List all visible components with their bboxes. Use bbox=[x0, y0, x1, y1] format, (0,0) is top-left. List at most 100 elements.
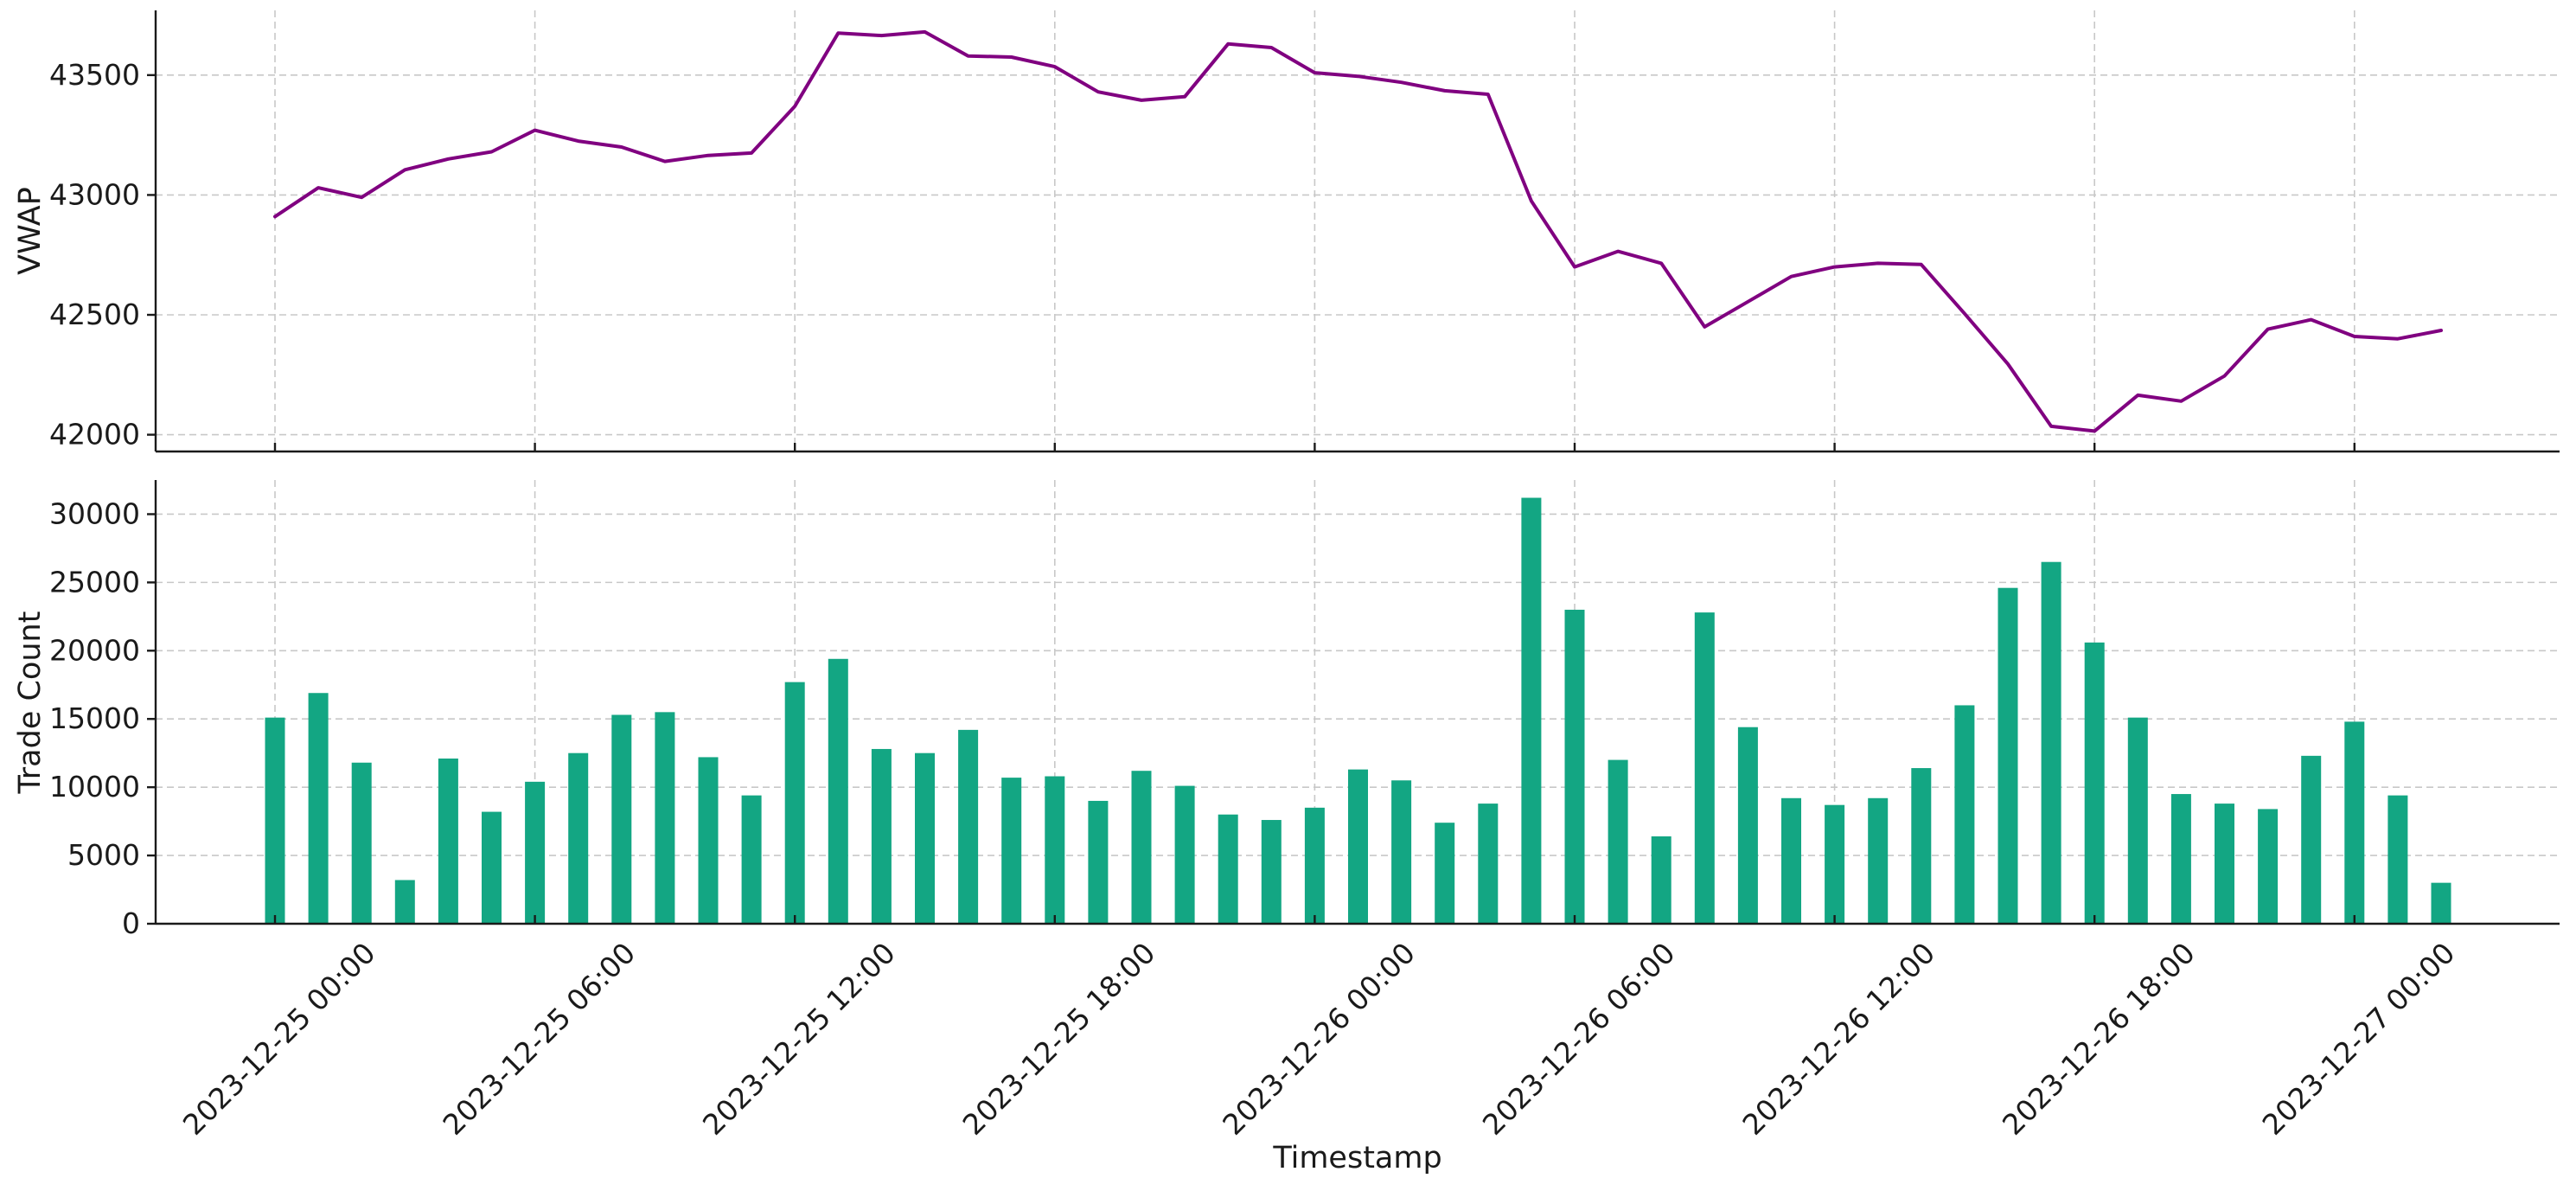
trade-count-bar bbox=[568, 752, 589, 924]
vwap-point bbox=[2396, 337, 2400, 341]
vwap-ytick-label: 42000 bbox=[49, 418, 140, 451]
trade-count-bar bbox=[2127, 717, 2148, 924]
vwap-point bbox=[620, 145, 623, 149]
vwap-point bbox=[1226, 42, 1230, 46]
vwap-point bbox=[1790, 275, 1793, 279]
vwap-point bbox=[360, 195, 363, 199]
trade-count-bar bbox=[438, 759, 458, 924]
vwap-point bbox=[1833, 266, 1837, 269]
vwap-point bbox=[2223, 375, 2227, 378]
trade-count-bar bbox=[2170, 794, 2191, 924]
trade-count-ytick-label: 25000 bbox=[49, 565, 140, 599]
trade-count-bar bbox=[1478, 804, 1499, 924]
vwap-point bbox=[663, 160, 667, 163]
trade-count-bar bbox=[2431, 882, 2451, 924]
vwap-point bbox=[2179, 400, 2183, 403]
vwap-point bbox=[793, 105, 796, 108]
trade-count-bar bbox=[1781, 797, 1801, 924]
trade-count-bar bbox=[1088, 800, 1109, 924]
trade-count-bar bbox=[958, 729, 979, 924]
trade-count-bar bbox=[2084, 642, 2105, 924]
vwap-point bbox=[836, 31, 840, 35]
vwap-point bbox=[577, 139, 580, 143]
trade-count-bar bbox=[655, 712, 675, 924]
vwap-point bbox=[879, 34, 883, 37]
vwap-point bbox=[534, 129, 537, 132]
trade-count-ytick-label: 10000 bbox=[49, 770, 140, 804]
vwap-panel: 42000 42500 43000 43500 bbox=[49, 10, 2560, 453]
trade-count-bar bbox=[1391, 780, 1412, 924]
trade-count-bar bbox=[1737, 727, 1758, 924]
vwap-point bbox=[1183, 95, 1186, 99]
vwap-series-line bbox=[273, 29, 2443, 433]
trade-count-bar bbox=[611, 714, 632, 924]
vwap-point bbox=[1400, 80, 1403, 84]
trade-count-bar bbox=[1651, 836, 1672, 924]
vwap-point bbox=[967, 54, 970, 58]
vwap-point bbox=[403, 168, 406, 171]
trade-count-bar bbox=[1911, 768, 1932, 924]
timestamp-xtick-label: 2023-12-27 00:00 bbox=[2256, 936, 2462, 1142]
trade-count-bar bbox=[1131, 771, 1152, 924]
timestamp-xtick-label: 2023-12-26 18:00 bbox=[1996, 936, 2202, 1142]
vwap-point bbox=[1140, 99, 1143, 102]
trade-count-bar bbox=[1998, 587, 2018, 924]
vwap-point bbox=[316, 186, 320, 189]
vwap-point bbox=[2136, 394, 2139, 397]
trade-count-bar bbox=[871, 748, 892, 924]
vwap-point bbox=[2006, 362, 2010, 366]
trade-count-bar bbox=[1825, 804, 1845, 924]
timestamp-xtick-label: 2023-12-26 06:00 bbox=[1476, 936, 1682, 1142]
trade-count-bar bbox=[265, 717, 285, 924]
trade-count-bar bbox=[1304, 807, 1325, 924]
vwap-point bbox=[1573, 266, 1576, 269]
vwap-point bbox=[1269, 46, 1273, 49]
vwap-point bbox=[1876, 261, 1880, 265]
trade-count-ytick-label: 0 bbox=[122, 906, 140, 940]
timestamp-axis-label: Timestamp bbox=[1272, 1141, 1441, 1175]
trade-count-bar bbox=[1435, 823, 1455, 924]
trade-count-axis-label: Trade Count bbox=[13, 612, 48, 795]
vwap-point bbox=[1096, 90, 1100, 93]
vwap-point bbox=[2093, 429, 2096, 432]
trade-count-bar bbox=[1001, 778, 1022, 924]
vwap-axis-label: VWAP bbox=[13, 187, 48, 275]
vwap-point bbox=[1963, 312, 1966, 316]
trade-count-bar bbox=[2301, 755, 2322, 924]
trade-count-bar bbox=[525, 781, 546, 924]
trade-count-panel: 0 5000 10000 15000 20000 25000 30000 2023-12-25… bbox=[49, 480, 2560, 1142]
vwap-point bbox=[2310, 318, 2313, 322]
vwap-point bbox=[1443, 89, 1447, 93]
trade-count-bar bbox=[2387, 795, 2408, 924]
trade-count-bar bbox=[1868, 797, 1889, 924]
trade-count-bar bbox=[1608, 759, 1628, 924]
vwap-point bbox=[2439, 329, 2443, 332]
timestamp-xtick-label: 2023-12-25 06:00 bbox=[436, 936, 642, 1142]
vwap-point bbox=[1920, 263, 1923, 266]
trade-count-bar bbox=[741, 795, 762, 924]
vwap-point bbox=[2266, 328, 2270, 331]
vwap-point bbox=[446, 157, 450, 161]
vwap-point bbox=[2049, 425, 2053, 428]
trade-count-bar bbox=[308, 693, 329, 924]
vwap-point bbox=[1659, 261, 1663, 265]
trade-count-ytick-label: 30000 bbox=[49, 496, 140, 530]
vwap-point bbox=[924, 30, 927, 34]
trade-count-bar bbox=[1261, 820, 1282, 924]
trade-count-bar bbox=[2344, 721, 2365, 924]
timestamp-xtick-label: 2023-12-26 00:00 bbox=[1216, 936, 1422, 1142]
trade-count-bar bbox=[1521, 497, 1542, 924]
timestamp-xtick-label: 2023-12-25 00:00 bbox=[176, 936, 382, 1142]
trade-count-bar bbox=[351, 762, 372, 924]
vwap-point bbox=[1486, 93, 1490, 96]
vwap-point bbox=[1703, 325, 1706, 329]
trade-count-bar bbox=[1564, 609, 1585, 924]
trade-count-bar bbox=[828, 658, 848, 924]
vwap-ytick-label: 43500 bbox=[49, 58, 140, 92]
timestamp-xtick-label: 2023-12-25 12:00 bbox=[696, 936, 902, 1142]
vwap-point bbox=[490, 150, 494, 154]
trade-count-bar bbox=[1694, 612, 1715, 924]
trade-count-bar bbox=[394, 880, 415, 924]
